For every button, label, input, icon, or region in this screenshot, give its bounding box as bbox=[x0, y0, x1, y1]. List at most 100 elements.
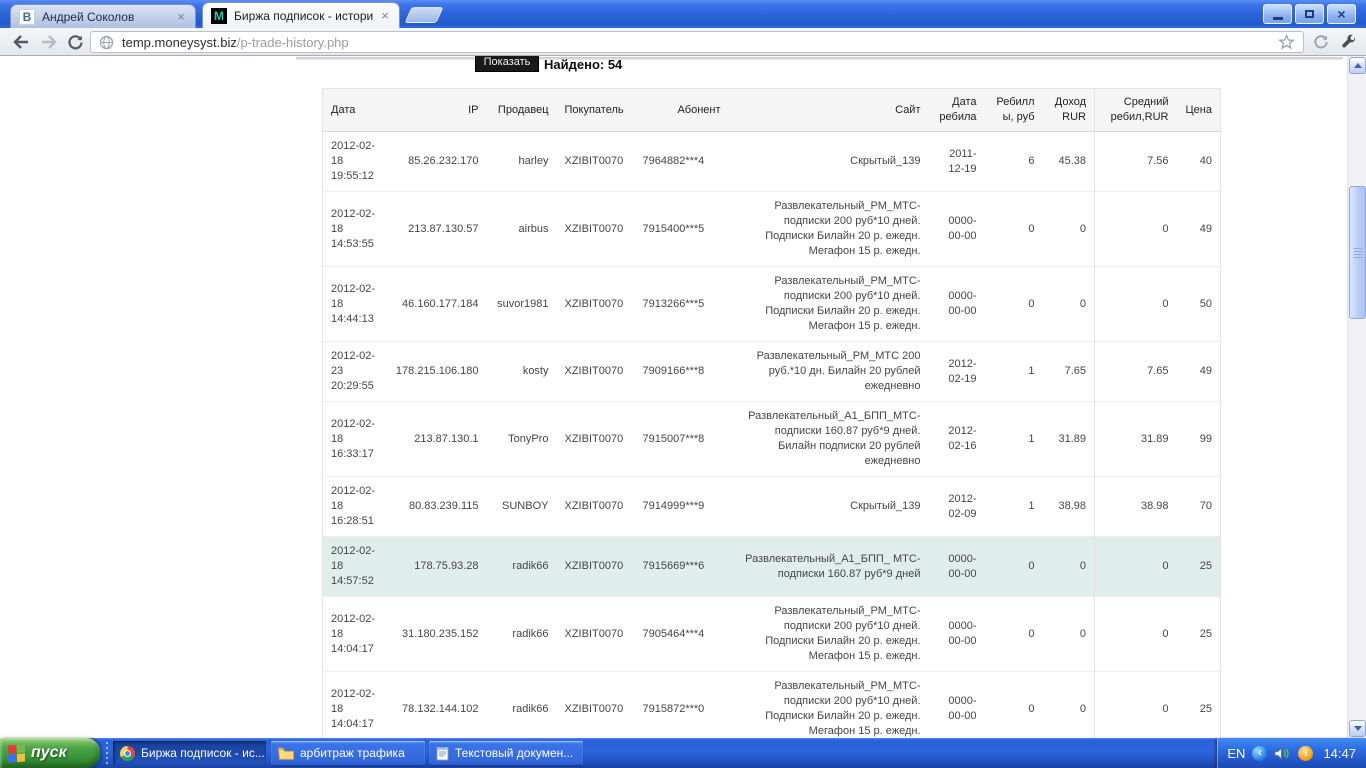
table-row: 2012-02-18 14:53:55 213.87.130.57 airbus XZ… bbox=[322, 191, 1221, 267]
page-menu-button[interactable] bbox=[1308, 30, 1334, 54]
cell-site: Развлекательный_РМ_МТС-подписки 200 руб*… bbox=[765, 605, 921, 662]
cell-ip: 46.160.177.184 bbox=[402, 297, 479, 310]
back-arrow-icon bbox=[13, 35, 28, 49]
cell-avg: 0 bbox=[1094, 536, 1177, 597]
cell-avg: 0 bbox=[1094, 266, 1177, 342]
cell-avg: 0 bbox=[1094, 596, 1177, 672]
show-button[interactable]: Показать bbox=[475, 56, 539, 72]
vertical-scrollbar[interactable] bbox=[1347, 56, 1366, 738]
cell-site: Развлекательный_А1_БПП_МТС-подписки 160.… bbox=[748, 410, 921, 467]
hide-icons-icon[interactable]: ‹ bbox=[1252, 745, 1268, 761]
cell-rebills: 1 bbox=[1028, 365, 1035, 377]
task-label: Биржа подписок - ис... bbox=[141, 746, 265, 760]
cell-avg: 7.65 bbox=[1094, 341, 1177, 402]
cell-seller: radik66 bbox=[512, 627, 549, 640]
cell-buyer: XZIBIT0070 bbox=[564, 627, 624, 640]
cell-buyer: XZIBIT0070 bbox=[564, 297, 624, 310]
cell-buyer: XZIBIT0070 bbox=[564, 702, 624, 715]
cell-site: Скрытый_139 bbox=[850, 500, 921, 512]
chevron-down-icon bbox=[1353, 726, 1362, 731]
browser-tab-active[interactable]: M Биржа подписок - история со × bbox=[202, 2, 400, 28]
cell-date: 2012-02-18 14:57:52 bbox=[322, 536, 387, 597]
cell-date: 2012-02-18 14:04:17 bbox=[331, 687, 376, 730]
start-button[interactable]: пуск bbox=[0, 738, 100, 768]
scrolled-element-edge bbox=[296, 57, 1343, 60]
cell-seller: kosty bbox=[522, 365, 549, 377]
cell-site: Развлекательный_А1_БПП_ МТС-подписки 160… bbox=[728, 536, 929, 597]
cell-site: Развлекательный_РМ_МТС-подписки 200 руб*… bbox=[765, 200, 921, 257]
tab-title: Андрей Соколов bbox=[42, 9, 135, 24]
security-alert-icon[interactable]: ! bbox=[1298, 745, 1314, 761]
cell-buyer: XZIBIT0070 bbox=[564, 155, 624, 167]
clock[interactable]: 14:47 bbox=[1323, 745, 1356, 761]
minimize-button[interactable] bbox=[1263, 4, 1292, 24]
column-header: Средний ребил,RUR bbox=[1094, 88, 1177, 132]
chevron-up-icon bbox=[1353, 63, 1362, 68]
new-tab-button[interactable] bbox=[404, 7, 444, 23]
browser-toolbar: temp.moneysyst.biz/p-trade-history.php bbox=[0, 28, 1366, 56]
table-row: 2012-02-18 19:55:12 85.26.232.170 harley XZ… bbox=[323, 131, 1221, 192]
cell-ip: 31.180.235.152 bbox=[402, 627, 479, 640]
column-header: Продавец bbox=[486, 88, 557, 132]
scrollbar-thumb[interactable] bbox=[1349, 186, 1366, 319]
cell-seller: SUNBOY bbox=[502, 500, 549, 512]
volume-icon[interactable] bbox=[1274, 746, 1291, 761]
windows-logo-icon bbox=[8, 743, 25, 763]
cell-income: 0 bbox=[1042, 536, 1095, 597]
column-header: Цена bbox=[1176, 88, 1221, 132]
cell-abonent: 7964882***4 bbox=[642, 155, 705, 167]
cell-price: 49 bbox=[1199, 222, 1212, 235]
table-row: 2012-02-18 14:44:13 46.160.177.184 suvor19… bbox=[322, 266, 1221, 342]
cell-rebill_date: 0000-00-00 bbox=[948, 215, 977, 242]
cell-rebill_date: 2011-12-19 bbox=[948, 147, 977, 175]
address-bar[interactable]: temp.moneysyst.biz/p-trade-history.php bbox=[90, 31, 1304, 53]
bookmark-star-icon[interactable] bbox=[1278, 34, 1295, 50]
cell-abonent: 7905464***4 bbox=[642, 627, 705, 640]
scroll-down-button[interactable] bbox=[1349, 720, 1366, 737]
cell-rebill_date: 0000-00-00 bbox=[948, 695, 977, 722]
page-content: Показать Найдено: 54 Дата IP Продавец Покуп… bbox=[0, 56, 1366, 738]
start-label: пуск bbox=[31, 744, 67, 761]
wrench-menu-button[interactable] bbox=[1336, 30, 1362, 54]
trade-history-table: Дата IP Продавец Покупатель Абонент Сайт Дата … bbox=[322, 88, 1221, 738]
cell-rebills: 1 bbox=[1028, 432, 1035, 445]
close-button[interactable]: × bbox=[1327, 4, 1356, 24]
table-row: 2012-02-18 16:33:17 213.87.130.1 TonyPro XZ… bbox=[322, 401, 1221, 477]
folder-icon bbox=[278, 747, 294, 760]
cell-site: Развлекательный_РМ_МТС 200 руб.*10 дн. Б… bbox=[756, 350, 921, 392]
cell-ip: 213.87.130.1 bbox=[414, 432, 479, 445]
cell-seller: radik66 bbox=[512, 702, 549, 715]
cell-seller: suvor1981 bbox=[497, 297, 549, 310]
window-titlebar: В Андрей Соколов × M Биржа подписок - ис… bbox=[0, 0, 1366, 28]
scroll-up-button[interactable] bbox=[1349, 57, 1366, 74]
cell-ip: 85.26.232.170 bbox=[408, 155, 479, 167]
back-button[interactable] bbox=[8, 30, 34, 54]
column-header: Дата bbox=[322, 88, 387, 132]
taskbar-item-folder[interactable]: арбитраж трафика bbox=[271, 741, 425, 765]
column-header: Покупатель bbox=[556, 88, 635, 132]
task-label: Текстовый докумен... bbox=[455, 746, 574, 760]
forward-button[interactable] bbox=[36, 30, 62, 54]
cell-date: 2012-02-23 20:29:55 bbox=[331, 350, 376, 392]
taskbar-item-notepad[interactable]: Текстовый докумен... bbox=[429, 741, 583, 765]
cell-rebill_date: 0000-00-00 bbox=[948, 290, 977, 317]
cell-seller: harley bbox=[518, 155, 549, 167]
cell-income: 38.98 bbox=[1058, 500, 1086, 512]
browser-tab-inactive[interactable]: В Андрей Соколов × bbox=[10, 4, 196, 28]
cell-site: Развлекательный_РМ_МТС-подписки 200 руб*… bbox=[765, 275, 921, 332]
reload-button[interactable] bbox=[62, 30, 88, 54]
cell-date: 2012-02-18 14:04:17 bbox=[331, 612, 376, 655]
thumb-grip-icon bbox=[1354, 247, 1362, 258]
cell-price: 49 bbox=[1199, 365, 1212, 377]
tab-close-icon[interactable]: × bbox=[381, 7, 389, 23]
cell-rebill_date: 2012-02-09 bbox=[948, 492, 977, 520]
column-header: Доход RUR bbox=[1042, 88, 1095, 132]
taskbar-item-browser[interactable]: Биржа подписок - ис... bbox=[113, 741, 266, 765]
language-indicator[interactable]: EN bbox=[1227, 745, 1246, 761]
restore-button[interactable] bbox=[1295, 4, 1324, 24]
cell-price: 70 bbox=[1199, 500, 1212, 512]
tab-close-icon[interactable]: × bbox=[177, 8, 185, 24]
cell-site: Скрытый_139 bbox=[850, 155, 921, 167]
cell-seller: radik66 bbox=[486, 536, 557, 597]
table-row: 2012-02-23 20:29:55 178.215.106.180 kosty X… bbox=[322, 341, 1221, 402]
